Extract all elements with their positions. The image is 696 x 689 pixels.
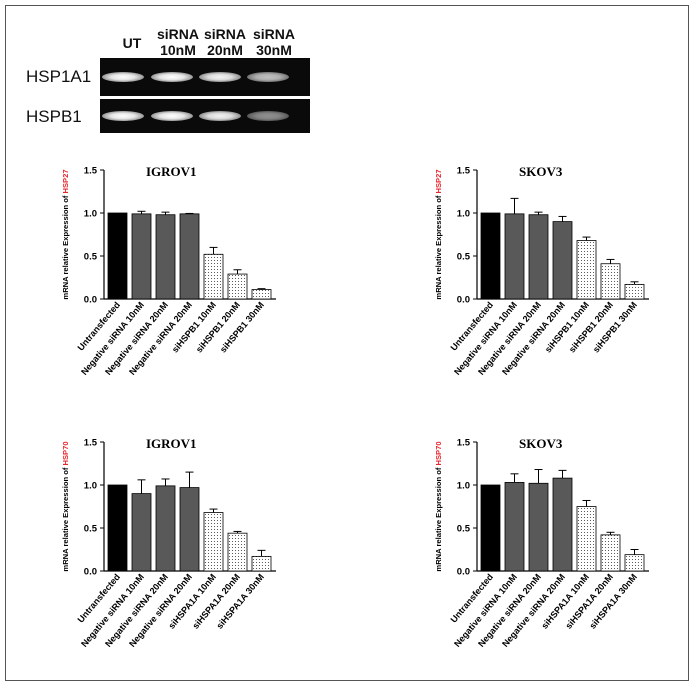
bar — [576, 240, 597, 300]
y-tick-label: 0.0 — [84, 295, 97, 306]
y-tick-label: 0.0 — [457, 295, 470, 306]
bar — [131, 493, 152, 572]
gel-band — [151, 111, 193, 121]
bar — [552, 477, 573, 572]
bar — [251, 289, 272, 300]
bar — [528, 214, 549, 300]
y-axis-label-highlight: HSP27 — [61, 169, 70, 193]
gel-band — [102, 111, 144, 121]
gel-lane-label: siRNA 10nM — [156, 26, 199, 58]
y-axis-label: mRNA relative Expression of HSP70 — [434, 441, 443, 571]
bar — [179, 213, 200, 300]
bar — [576, 506, 597, 572]
bar — [600, 263, 621, 300]
gel-band — [199, 72, 241, 82]
gel-band — [199, 111, 241, 121]
y-axis-label: mRNA relative Expression of HSP27 — [434, 169, 443, 299]
y-tick-label: 1.5 — [457, 438, 471, 449]
y-axis-label-text: mRNA relative Expression of — [434, 465, 443, 571]
chart-title: SKOV3 — [519, 436, 563, 451]
x-tick-label: siHSPB1 30nM — [218, 300, 266, 355]
y-tick-label: 1.0 — [457, 209, 470, 220]
gel-band — [247, 72, 289, 82]
chart-title: IGROV1 — [146, 164, 197, 179]
gel-lane-label: siRNA 30nM — [252, 26, 295, 58]
y-tick-label: 1.5 — [457, 166, 471, 177]
gel-band — [151, 72, 193, 82]
bar — [600, 534, 621, 572]
figure-frame: UT siRNA 10nM siRNA 20nM siRNA 30nM HSP1A1 … — [5, 5, 689, 681]
y-tick-label: 0.5 — [457, 524, 471, 535]
y-tick-label: 1.5 — [84, 166, 98, 177]
y-tick-label: 1.0 — [84, 209, 97, 220]
y-tick-label: 0.5 — [457, 252, 471, 263]
bar — [155, 214, 176, 300]
bar — [480, 484, 501, 572]
y-axis-label-text: mRNA relative Expression of — [61, 193, 70, 299]
bar — [227, 532, 248, 572]
bar — [131, 213, 152, 300]
bar — [203, 512, 224, 572]
y-tick-label: 1.0 — [457, 481, 470, 492]
bar-chart-igrov1-hsp70: IGROV1 mRNA relative Expression of HSP70 0… — [61, 436, 276, 649]
bar — [155, 485, 176, 572]
chart-title: SKOV3 — [519, 164, 563, 179]
gel-lane-label: UT — [122, 35, 142, 51]
bar — [528, 482, 549, 572]
bar — [251, 555, 272, 572]
y-axis-label-highlight: HSP70 — [61, 441, 70, 465]
bar — [107, 484, 128, 572]
bar — [624, 283, 645, 300]
bar — [107, 212, 128, 300]
bar — [624, 554, 645, 572]
gel-band — [247, 111, 289, 121]
bar — [227, 273, 248, 300]
chart-title: IGROV1 — [146, 436, 197, 451]
y-axis-label: mRNA relative Expression of HSP70 — [61, 441, 70, 571]
gel-strip-hsp1a1 — [100, 58, 310, 96]
x-tick-label: siHSPB1 30nM — [591, 300, 639, 355]
bar-chart-igrov1-hsp27: IGROV1 mRNA relative Expression of HSP27 0… — [61, 164, 276, 377]
bar — [480, 212, 501, 300]
gel-panel: UT siRNA 10nM siRNA 20nM siRNA 30nM HSP1A1 … — [6, 6, 326, 146]
bar — [504, 482, 525, 572]
y-axis-label-text: mRNA relative Expression of — [434, 193, 443, 299]
y-tick-label: 0.0 — [84, 567, 97, 578]
gel-strip-hspb1 — [100, 99, 310, 133]
y-tick-label: 1.5 — [84, 438, 98, 449]
bar-chart-skov3-hsp70: SKOV3 mRNA relative Expression of HSP70 0.… — [434, 436, 649, 649]
bar — [203, 253, 224, 300]
y-tick-label: 0.5 — [84, 252, 98, 263]
y-axis-label: mRNA relative Expression of HSP27 — [61, 169, 70, 299]
y-tick-label: 0.5 — [84, 524, 98, 535]
y-axis-label-highlight: HSP27 — [434, 169, 443, 193]
y-axis-label-text: mRNA relative Expression of — [61, 465, 70, 571]
y-tick-label: 1.0 — [84, 481, 97, 492]
bar — [504, 213, 525, 300]
bar-chart-skov3-hsp27: SKOV3 mRNA relative Expression of HSP27 0.… — [434, 164, 649, 377]
y-axis-label-highlight: HSP70 — [434, 441, 443, 465]
bar — [552, 221, 573, 300]
gel-row-label: HSP1A1 — [26, 67, 92, 86]
gel-band — [102, 72, 144, 82]
bar — [179, 487, 200, 572]
gel-lane-label: siRNA 20nM — [203, 26, 246, 58]
y-tick-label: 0.0 — [457, 567, 470, 578]
gel-row-label: HSPB1 — [26, 107, 82, 126]
